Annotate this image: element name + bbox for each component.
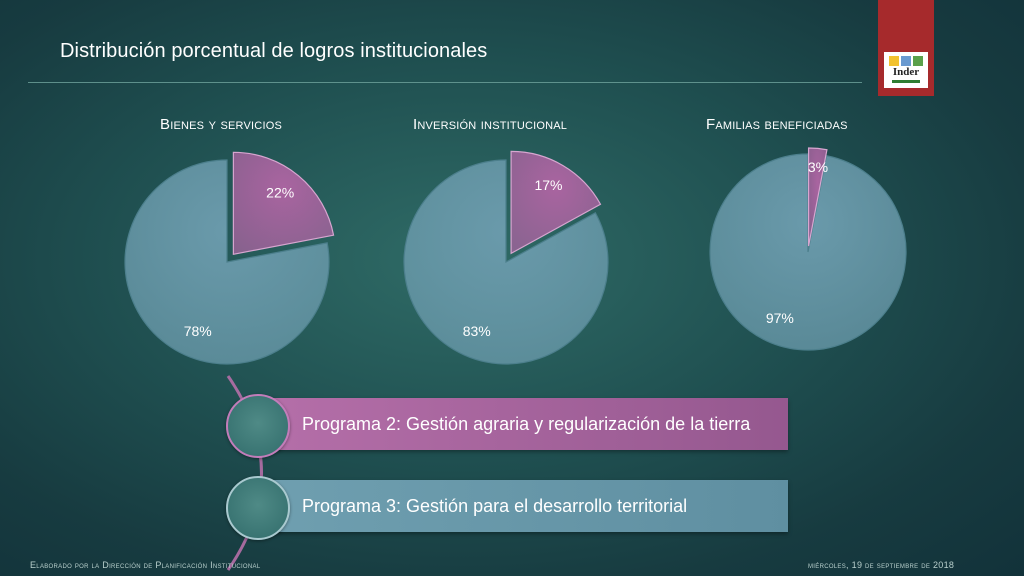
chart-title-familias: Familias beneficiadas [706,116,848,133]
pie-chart-familias: 3% 97% [709,147,907,351]
pie-label-remaining: 78% [184,323,212,339]
pie-label-remaining: 83% [463,323,491,339]
chart-title-bienes: Bienes y servicios [160,116,282,133]
logo-banner: Inder [878,0,934,96]
inder-logo: Inder [884,52,928,88]
pie-slice-achieved [232,151,335,256]
pie-label-remaining: 97% [766,310,794,326]
pie-slice-remaining [403,159,609,365]
logo-square-green [913,56,923,66]
pie-slice-remaining [709,153,907,351]
program-label-3: Programa 3: Gestión para el desarrollo t… [302,496,688,516]
logo-underline [892,80,920,83]
logo-square-yellow [889,56,899,66]
program-bullet-2 [226,394,290,458]
pie-label-achieved: 3% [808,159,828,175]
slide-title: Distribución porcentual de logros instit… [60,40,488,62]
pie-chart-inversion: 17% 83% [403,150,609,365]
program-label-2: Programa 2: Gestión agraria y regulariza… [302,414,751,434]
program-item-2: Programa 2: Gestión agraria y regulariza… [258,398,788,450]
pie-chart-bienes: 22% 78% [124,151,335,365]
pie-slice-remaining [124,159,330,365]
title-divider [28,82,862,83]
logo-square-blue [901,56,911,66]
pie-slice-achieved [807,147,828,247]
pie-slice-achieved [510,150,602,255]
program-item-3: Programa 3: Gestión para el desarrollo t… [258,480,788,532]
logo-color-squares [889,56,923,66]
pie-label-achieved: 22% [266,185,294,201]
logo-text: Inder [892,66,920,78]
footer-author: Elaborado por la Dirección de Planificac… [30,560,261,570]
pie-label-achieved: 17% [534,177,562,193]
chart-title-inversion: Inversión institucional [413,116,568,133]
footer-date: miércoles, 19 de septiembre de 2018 [808,560,955,570]
program-bullet-3 [226,476,290,540]
